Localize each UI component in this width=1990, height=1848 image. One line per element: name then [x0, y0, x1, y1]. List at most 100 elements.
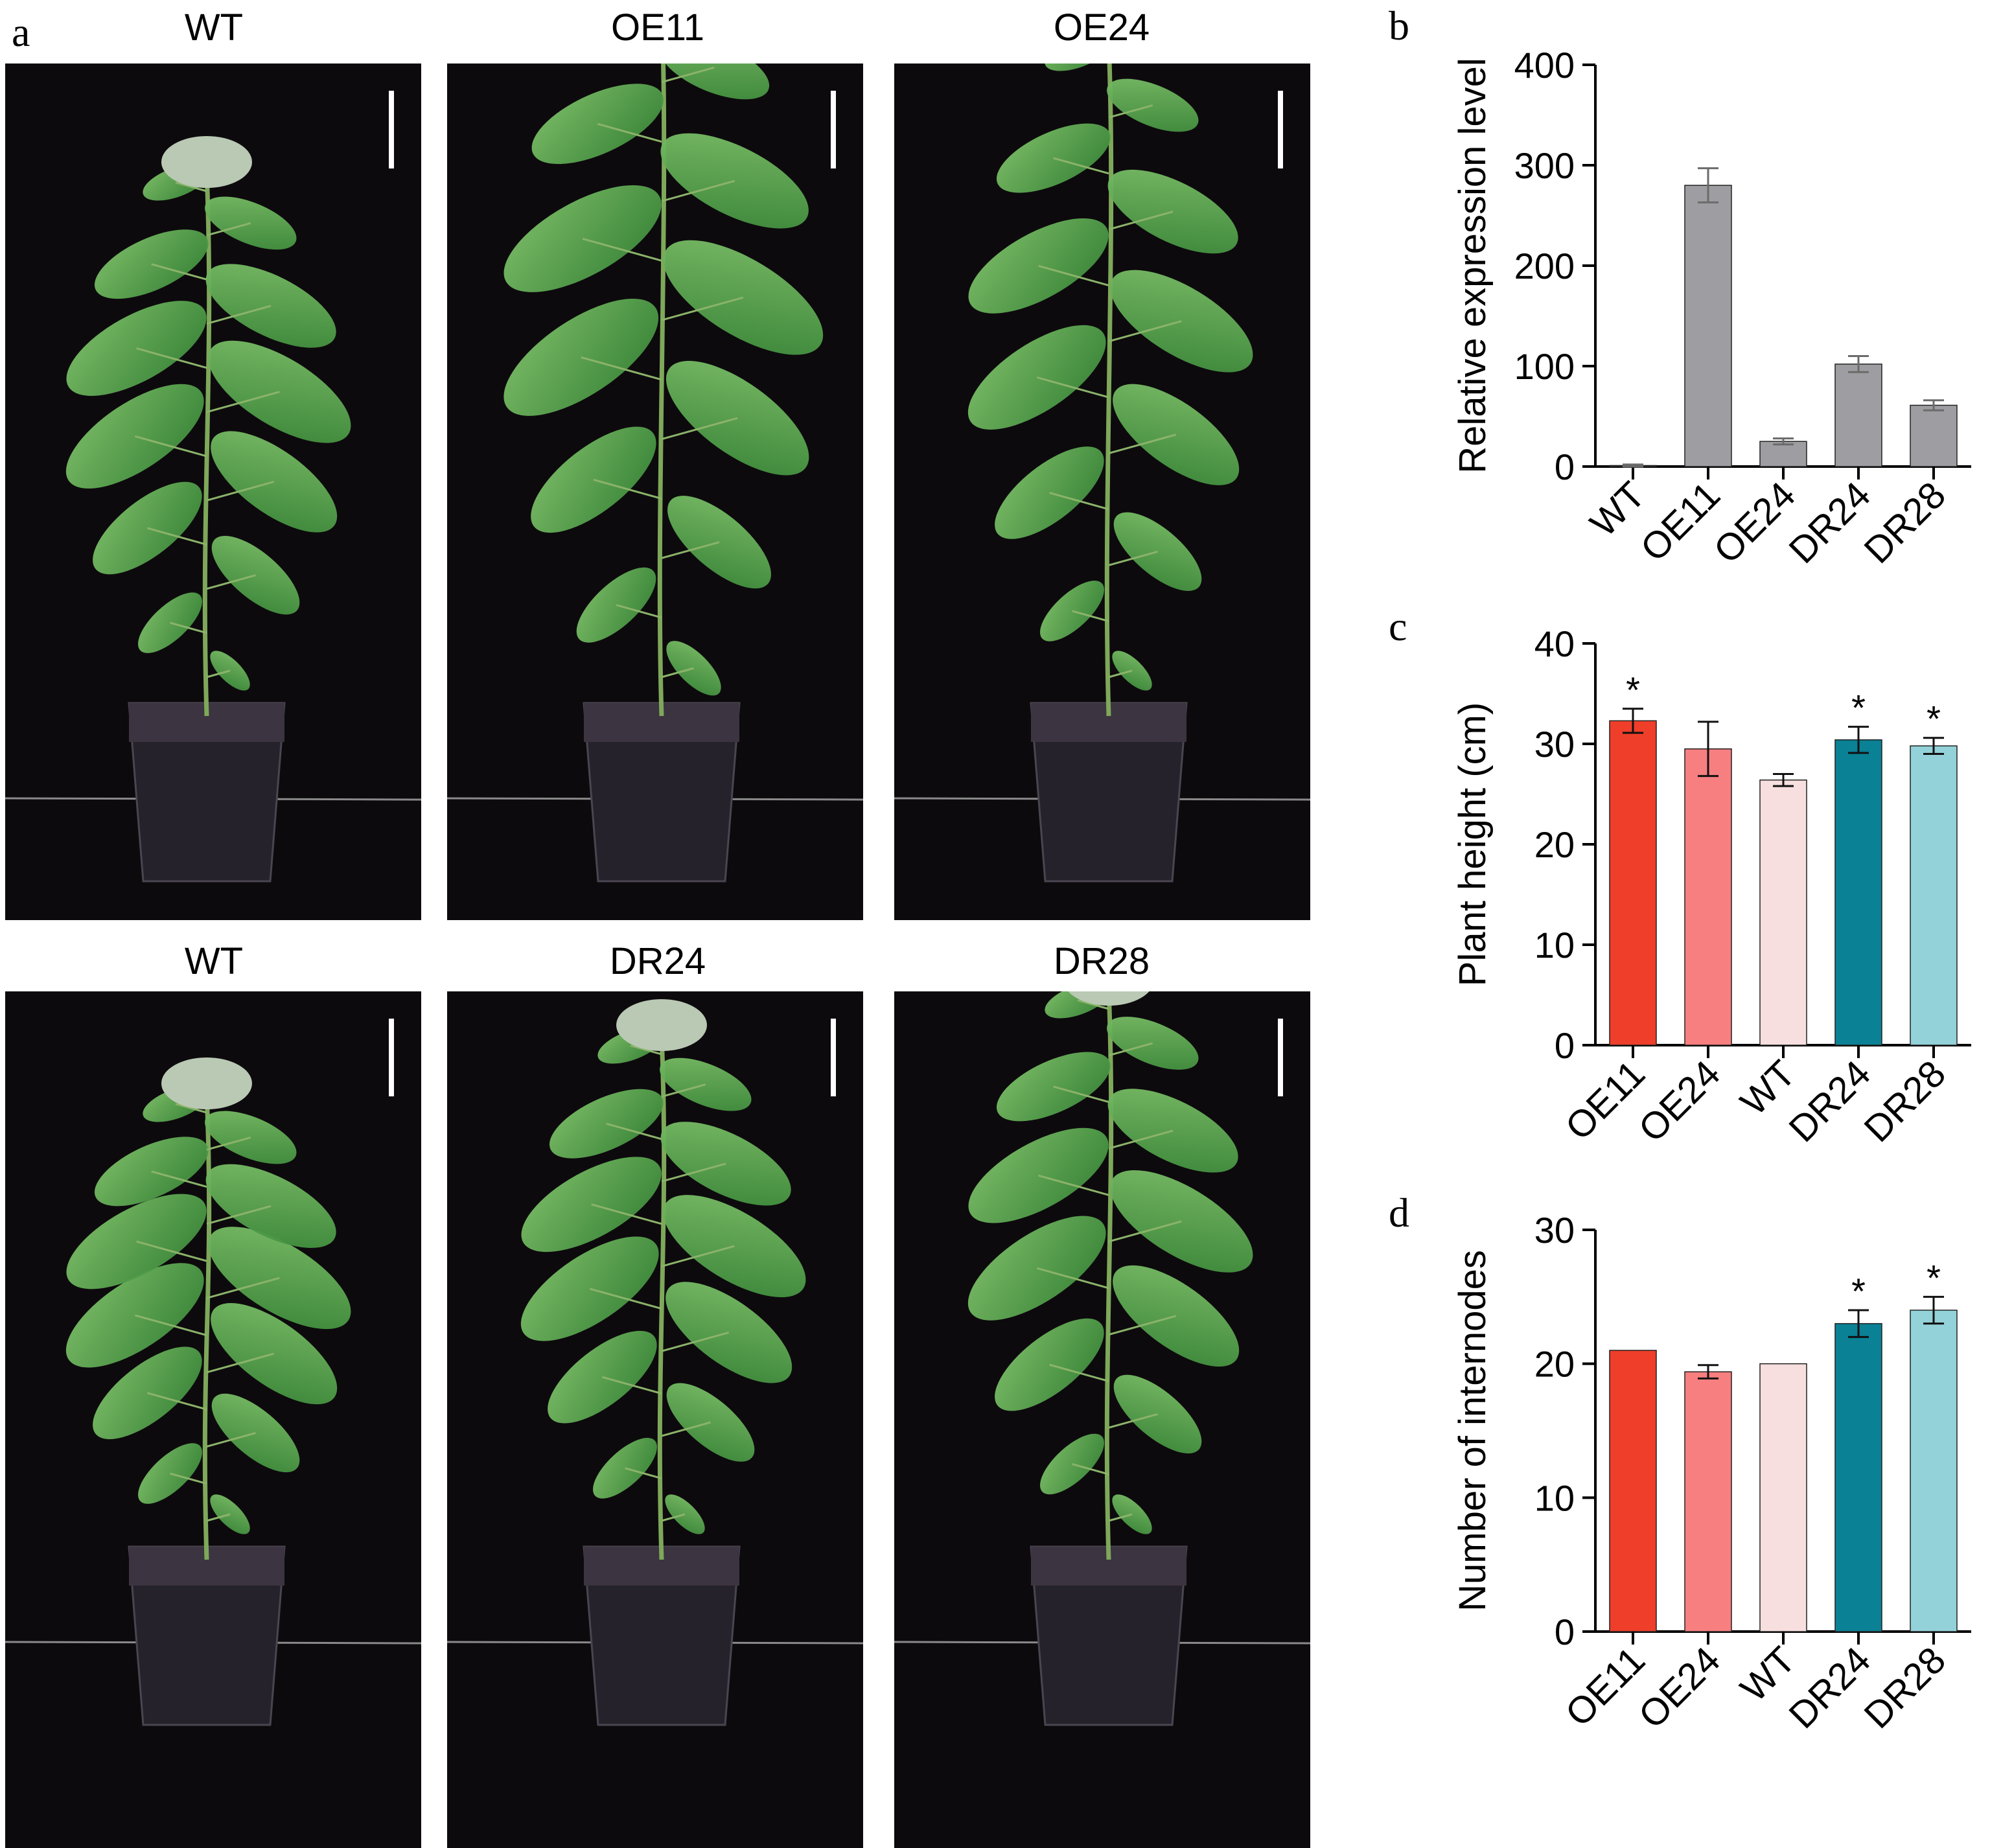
petiole: [1038, 264, 1109, 286]
scale-bar: [1278, 1019, 1283, 1096]
panel-letter-a: a: [12, 9, 30, 55]
leaf: [663, 240, 824, 355]
plant-photo-oe11: [447, 64, 863, 920]
plant-photo-dr28: [894, 991, 1310, 1848]
petiole: [146, 1392, 207, 1411]
petiole: [1108, 1413, 1158, 1429]
petiole: [597, 122, 662, 143]
petiole: [1036, 1267, 1109, 1289]
petiole: [1038, 1174, 1109, 1196]
petiole: [661, 1245, 735, 1267]
petiole: [1072, 610, 1109, 623]
petiole: [1108, 1042, 1153, 1057]
x-tick-label: OE11: [1632, 474, 1728, 570]
y-axis-label: Relative expression level: [1452, 58, 1494, 474]
petiole: [601, 1376, 662, 1395]
petiole: [1048, 492, 1109, 511]
petiole: [136, 347, 207, 369]
bar-dr28: [1910, 404, 1958, 467]
petiole: [1108, 433, 1177, 454]
petiole: [151, 1170, 207, 1188]
y-tick-label: 200: [1514, 246, 1575, 286]
petiole: [1036, 376, 1109, 398]
error-bar-dr28: [1923, 399, 1944, 411]
leaf: [211, 1393, 300, 1473]
error-bar-dr24: [1848, 355, 1869, 373]
scale-bar: [1278, 91, 1283, 168]
petiole: [661, 667, 694, 678]
leaf: [1107, 1017, 1199, 1070]
plant-stem: [202, 171, 212, 717]
apical-leaves: [616, 999, 707, 1051]
scale-bar: [831, 1019, 836, 1096]
petiole: [1053, 1085, 1109, 1103]
petiole: [661, 66, 715, 84]
plant-stem: [202, 1092, 212, 1560]
petiole: [661, 1162, 726, 1183]
petiole: [206, 1205, 272, 1225]
plant-photo-dr24: [447, 991, 863, 1848]
petiole: [1048, 1363, 1109, 1382]
x-tick-label: OE24: [1706, 474, 1803, 572]
leaf: [593, 1438, 657, 1499]
petiole: [206, 481, 275, 502]
petiole: [1108, 320, 1182, 343]
apical-leaves: [161, 136, 252, 188]
petiole: [206, 305, 272, 325]
panel-letter-d: d: [1389, 1190, 1409, 1236]
petiole: [1108, 669, 1133, 678]
y-tick-label: 100: [1514, 346, 1575, 387]
photo-label-oe11: OE11: [610, 6, 704, 49]
petiole: [593, 478, 662, 500]
petiole: [581, 356, 662, 381]
bar-dr24: [1834, 364, 1882, 467]
x-tick-label: DR24: [1781, 474, 1879, 572]
leaf: [549, 1089, 664, 1159]
plant-stem: [657, 64, 667, 717]
petiole: [206, 1276, 280, 1299]
leaf: [665, 1282, 793, 1383]
scale-bar: [831, 91, 836, 168]
petiole: [1108, 211, 1174, 231]
plant-photo-oe24: [894, 64, 1310, 920]
petiole: [1053, 157, 1109, 175]
petiole: [146, 527, 207, 546]
photo-label-wt-bottom: WT: [184, 940, 244, 982]
leaf: [1113, 1374, 1202, 1454]
petiole: [661, 296, 744, 321]
apical-leaves: [1068, 991, 1150, 1006]
leaf: [576, 567, 656, 643]
petiole: [591, 1203, 662, 1225]
leaf: [208, 340, 351, 443]
error-bar-oe11: [1698, 167, 1718, 203]
bar-oe24: [1759, 441, 1807, 467]
error-bar-oe24: [1773, 437, 1794, 446]
petiole: [206, 391, 280, 413]
scale-bar: [389, 1019, 394, 1096]
petiole: [1108, 1129, 1174, 1149]
petiole: [661, 417, 738, 441]
petiole: [582, 237, 662, 262]
y-tick-label: 300: [1514, 145, 1575, 186]
petiole: [1072, 1463, 1109, 1475]
plant-photo-wt-top: [5, 64, 421, 920]
petiole: [1108, 1513, 1133, 1522]
petiole: [1108, 1220, 1182, 1243]
petiole: [136, 1240, 207, 1262]
petiole: [661, 179, 735, 202]
leaf: [666, 1383, 755, 1462]
petiole: [589, 1288, 662, 1310]
leaf: [211, 1303, 338, 1405]
petiole: [151, 263, 207, 281]
petiole: [134, 435, 207, 457]
petiole: [630, 1045, 662, 1056]
panel-letter-b: b: [1389, 3, 1409, 49]
leaf: [1113, 384, 1240, 485]
petiole: [606, 1122, 662, 1140]
panel-letter-c: c: [1389, 603, 1407, 649]
plant-photo-wt-bottom: [5, 991, 421, 1848]
leaf: [659, 64, 770, 100]
scale-bar: [389, 91, 394, 168]
leaf: [968, 218, 1109, 314]
y-tick-label: 400: [1514, 45, 1575, 86]
